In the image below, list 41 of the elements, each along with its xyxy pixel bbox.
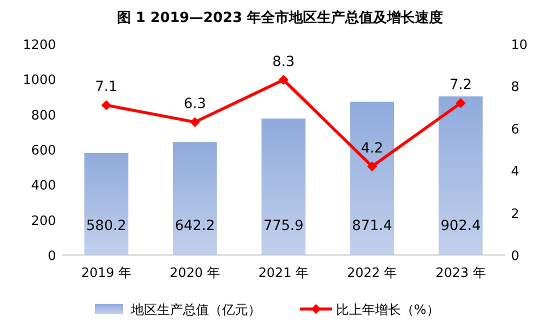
data-label: 4.2 bbox=[360, 140, 384, 156]
data-label: 902.4 bbox=[440, 218, 481, 234]
y-tick-label: 0 bbox=[48, 249, 56, 264]
point bbox=[367, 161, 378, 172]
y-tick-label: 400 bbox=[31, 178, 56, 194]
y-tick-label: 200 bbox=[31, 214, 56, 229]
y2-tick-label: 10 bbox=[511, 38, 528, 53]
legend-label: 地区生产总值（亿元） bbox=[130, 303, 261, 318]
point bbox=[278, 74, 288, 85]
y-tick-label: 1200 bbox=[22, 38, 56, 53]
y-tick-label: 1000 bbox=[22, 73, 56, 88]
data-label: 642.2 bbox=[174, 218, 215, 234]
bar bbox=[262, 118, 306, 255]
legend-label: 比上年增长（%） bbox=[336, 303, 440, 318]
point bbox=[101, 100, 112, 110]
bar bbox=[350, 102, 394, 255]
chart-title: 图 1 2019—2023 年全市地区生产总值及增长速度 bbox=[116, 9, 444, 26]
data-label: 7.1 bbox=[95, 79, 118, 96]
y2-tick-label: 2 bbox=[511, 206, 520, 222]
point bbox=[456, 98, 466, 108]
data-label: 8.3 bbox=[272, 54, 295, 70]
y-tick-label: 800 bbox=[31, 108, 56, 124]
data-label: 775.9 bbox=[263, 218, 304, 234]
x-tick-label: 2023 年 bbox=[436, 266, 486, 281]
data-label: 580.2 bbox=[86, 218, 126, 234]
x-tick-label: 2020 年 bbox=[170, 266, 220, 281]
y2-tick-label: 0 bbox=[511, 249, 520, 264]
bar bbox=[84, 152, 128, 255]
x-tick-label: 2021 年 bbox=[258, 266, 309, 281]
data-label: 6.3 bbox=[184, 96, 206, 112]
y-tick-label: 600 bbox=[31, 144, 56, 158]
bar bbox=[172, 142, 217, 255]
data-label: 871.4 bbox=[352, 218, 392, 234]
y2-tick-label: 6 bbox=[511, 122, 520, 138]
data-label: 7.2 bbox=[450, 77, 472, 94]
point bbox=[190, 117, 200, 128]
bar bbox=[438, 96, 483, 255]
y2-tick-label: 4 bbox=[511, 164, 520, 180]
x-tick-label: 2022 年 bbox=[346, 266, 398, 281]
y2-tick-label: 8 bbox=[511, 80, 520, 96]
x-tick-label: 2019 年 bbox=[81, 266, 132, 281]
